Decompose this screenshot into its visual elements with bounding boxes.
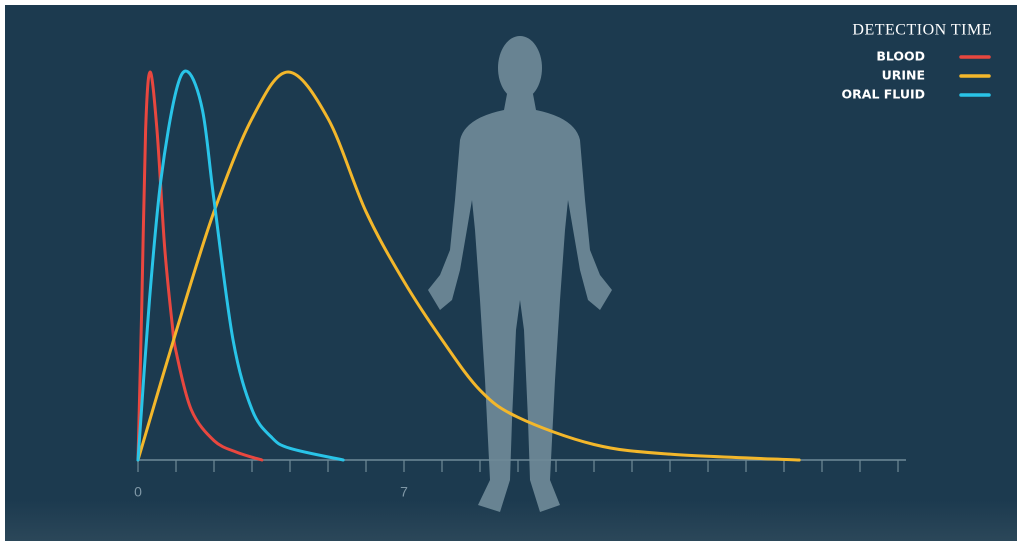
legend-label: ORAL FLUID [842, 87, 925, 102]
x-tick-label: 7 [400, 484, 408, 500]
legend-label: URINE [882, 68, 925, 83]
legend-title: DETECTION TIME [852, 22, 992, 39]
legend-label: BLOOD [876, 49, 925, 64]
footer-band [5, 500, 1017, 541]
series-line [136, 70, 264, 462]
human-silhouette [428, 36, 612, 512]
x-tick-label: 0 [134, 484, 142, 500]
series-line [136, 70, 801, 462]
series-line [136, 69, 345, 462]
